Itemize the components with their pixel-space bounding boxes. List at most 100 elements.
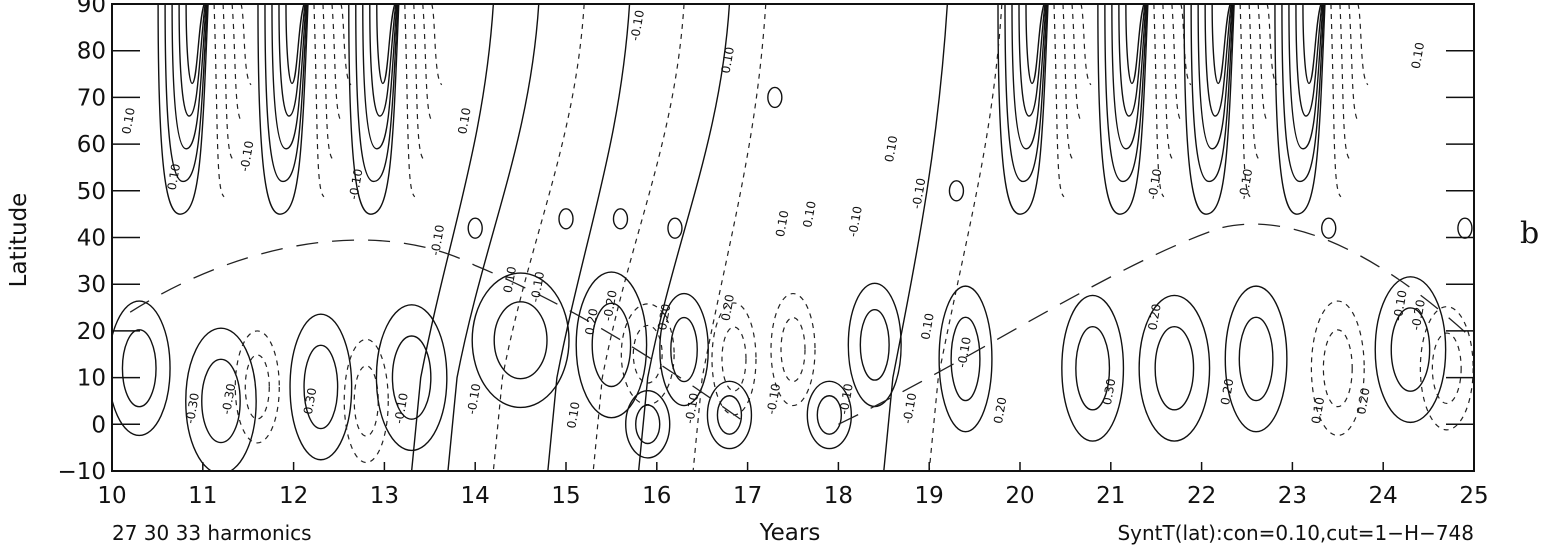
contour-cell-inner xyxy=(1238,316,1274,402)
contour-polar-neg xyxy=(431,4,443,86)
x-tick-label: 15 xyxy=(551,483,580,509)
x-axis-title: Years xyxy=(759,520,821,546)
y-tick-label: 70 xyxy=(77,85,106,111)
contour-cell xyxy=(706,380,753,450)
contour-drift xyxy=(410,4,495,471)
contour-cell xyxy=(770,292,816,407)
plot-content: 0.10 0.10 -0.10 -0.10 0.10 -0.10 0.10 -0.10 0.20… xyxy=(112,4,1474,471)
contour-polar-neg xyxy=(1171,4,1183,123)
contour-drift xyxy=(547,4,631,471)
contour-polar xyxy=(157,4,209,215)
contour-value-label: -0.10 xyxy=(464,382,483,415)
contour-polar-neg xyxy=(1357,4,1369,86)
y-axis: 90 80 70 60 50 40 30 20 10 0 −10 xyxy=(57,0,1474,485)
x-tick-label: 10 xyxy=(97,483,126,509)
contour-value-label: 0.10 xyxy=(119,107,137,136)
x-tick-label: 13 xyxy=(370,483,399,509)
contour-value-label: -0.30 xyxy=(183,392,202,425)
contour-small-cell xyxy=(948,180,965,202)
contour-value-label: 0.20 xyxy=(991,396,1009,425)
contour-polar-neg xyxy=(331,4,343,123)
contour-polar-neg xyxy=(1180,4,1192,86)
contour-value-label: -0.10 xyxy=(346,168,365,201)
y-tick-label: 20 xyxy=(77,319,106,345)
contour-cell xyxy=(471,272,570,409)
contour-value-label: -0.10 xyxy=(955,336,974,369)
contour-cell xyxy=(847,282,902,408)
contour-polar xyxy=(348,4,400,215)
butterfly-boundary-left xyxy=(129,239,748,425)
contour-drift xyxy=(883,4,949,471)
contour-value-label: -0.10 xyxy=(1145,168,1164,201)
contour-value-label: -0.10 xyxy=(846,205,865,238)
contour-polar xyxy=(369,4,397,117)
contour-polar xyxy=(271,4,307,150)
contour-cell-inner xyxy=(670,316,698,383)
contour-polar-neg xyxy=(322,4,334,160)
contour-value-label: 0.10 xyxy=(882,135,900,164)
contour-cell xyxy=(112,300,171,437)
contour-value-label: -0.10 xyxy=(1236,168,1255,201)
contour-value-label: -0.20 xyxy=(1409,298,1428,331)
y-tick-label: 40 xyxy=(77,226,106,252)
x-tick-label: 19 xyxy=(915,483,944,509)
x-tick-label: 25 xyxy=(1459,483,1488,509)
contour-cell-inner xyxy=(1322,329,1353,408)
contour-polar-neg xyxy=(1239,4,1251,198)
contour-polar xyxy=(1190,4,1234,183)
contour-polar-neg xyxy=(213,4,225,198)
contour-polar xyxy=(1111,4,1147,150)
x-tick-label: 11 xyxy=(188,483,217,509)
y-tick-label: 10 xyxy=(77,366,106,392)
contour-cell-inner xyxy=(303,344,339,430)
contour-cell-inner xyxy=(1390,307,1431,392)
contour-parameters: SyntT(lat):con=0.10,cut=1−H−748 xyxy=(1117,521,1474,545)
y-axis-title: Latitude xyxy=(6,193,32,288)
contour-cell xyxy=(234,330,280,444)
contour-value-label: 0.20 xyxy=(1354,387,1372,416)
y-tick-label: 60 xyxy=(77,132,106,158)
contour-small-cell xyxy=(612,208,629,230)
contour-value-label: 0.20 xyxy=(719,293,737,322)
contour-drift xyxy=(592,4,685,471)
contour-small-cell xyxy=(467,217,483,239)
contour-value-label: -0.20 xyxy=(601,289,620,322)
contour-polar xyxy=(1197,4,1233,150)
contour-value-label: -0.10 xyxy=(837,382,856,415)
contour-polar-neg xyxy=(1162,4,1174,160)
contour-polar xyxy=(1302,4,1322,85)
contour-value-label: 0.10 xyxy=(455,107,473,136)
contour-cell xyxy=(659,292,709,407)
contour-value-label: 0.20 xyxy=(655,303,673,332)
contour-value-label: -0.30 xyxy=(219,382,238,415)
contour-polar xyxy=(1295,4,1323,117)
x-tick-label: 20 xyxy=(1005,483,1034,509)
contour-polar xyxy=(1183,4,1235,215)
contour-value-label: 0.20 xyxy=(1218,377,1236,406)
contour-polar-neg xyxy=(1330,4,1342,198)
contour-polar-neg xyxy=(222,4,234,160)
contour-polar-neg xyxy=(1053,4,1065,198)
y-tick-label: 0 xyxy=(91,412,106,438)
contour-value-label: -0.10 xyxy=(237,140,256,173)
contour-small-cell xyxy=(667,217,683,239)
contour-value-label: 0.20 xyxy=(1145,303,1163,332)
contour-polar-neg xyxy=(240,4,252,86)
contour-polar xyxy=(1011,4,1047,150)
contour-polar-neg xyxy=(1062,4,1074,160)
contour-value-label: -0.10 xyxy=(392,392,411,425)
contour-drift xyxy=(692,4,767,471)
contour-drift xyxy=(637,4,731,471)
contour-polar xyxy=(1097,4,1149,215)
contour-value-label: 0.30 xyxy=(301,387,319,416)
contour-polar xyxy=(164,4,208,183)
contour-cell xyxy=(806,380,853,450)
contour-polar-neg xyxy=(231,4,243,123)
contour-cell-inner xyxy=(859,309,890,381)
contour-cell xyxy=(185,327,257,471)
contour-polar-neg xyxy=(1071,4,1083,123)
contour-polar xyxy=(355,4,399,183)
contour-value-label: 0.10 xyxy=(719,46,737,75)
panel-label: b xyxy=(1520,216,1539,251)
contour-value-label: 0.10 xyxy=(501,265,519,294)
